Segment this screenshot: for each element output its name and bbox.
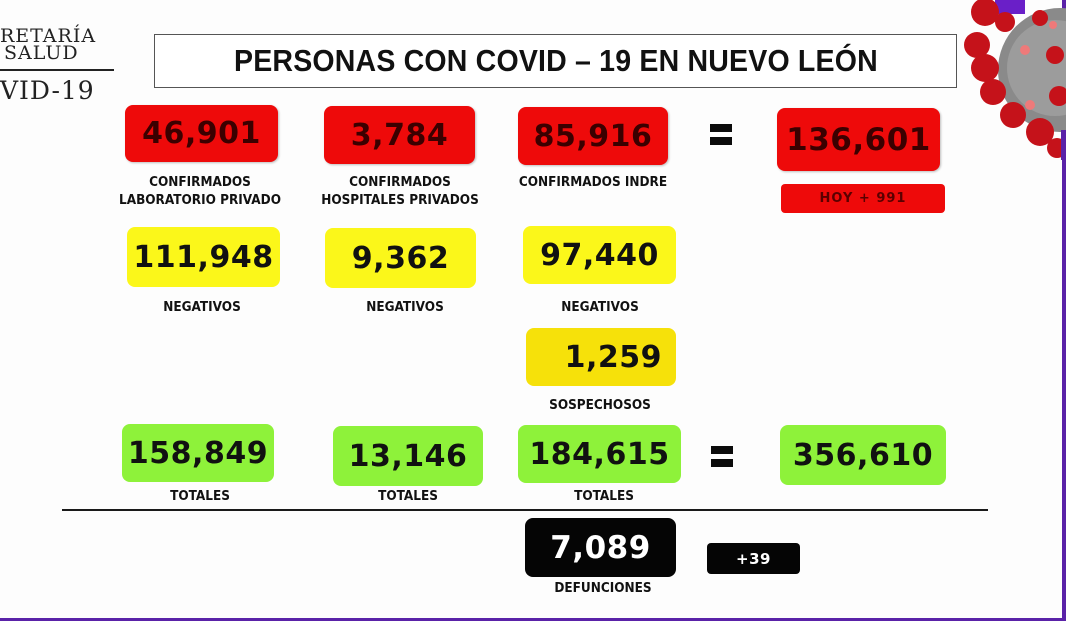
negatives-lab-private-value: 111,948 <box>127 227 280 287</box>
suspects-label: SOSPECHOSOS <box>549 398 651 413</box>
deaths-today-badge: +39 <box>707 543 800 574</box>
negatives-hospitals-private-label: NEGATIVOS <box>366 300 444 315</box>
confirmed-hospitals-private-label-1: CONFIRMADOS <box>349 175 451 190</box>
purple-frame-bottom <box>0 618 1066 621</box>
totals-indre-label: TOTALES <box>574 489 634 504</box>
confirmed-lab-private-value: 46,901 <box>125 105 278 162</box>
page-title-box: PERSONAS CON COVID – 19 EN NUEVO LEÓN <box>154 34 957 88</box>
negatives-indre-label: NEGATIVOS <box>561 300 639 315</box>
confirmed-total-value: 136,601 <box>777 108 940 171</box>
section-divider <box>62 509 988 511</box>
totals-indre-value: 184,615 <box>518 425 681 483</box>
logo-line-2: SALUD <box>4 42 79 64</box>
purple-frame-right <box>1062 0 1066 621</box>
deaths-label: DEFUNCIONES <box>554 581 652 596</box>
totals-hospitals-private-label: TOTALES <box>378 489 438 504</box>
deaths-value: 7,089 <box>525 518 676 577</box>
equals-sign-confirmed <box>710 124 732 146</box>
totals-lab-private-label: TOTALES <box>170 489 230 504</box>
suspects-value: 1,259 <box>526 328 676 386</box>
logo-rule <box>0 69 114 71</box>
equals-sign-totals <box>711 446 733 468</box>
totals-lab-private-value: 158,849 <box>122 424 274 482</box>
grand-total-value: 356,610 <box>780 425 946 485</box>
confirmed-hospitals-private-label-2: HOSPITALES PRIVADOS <box>321 193 479 208</box>
confirmed-hospitals-private-value: 3,784 <box>324 106 475 164</box>
logo-line-3: VID-19 <box>0 76 95 105</box>
confirmed-lab-private-label-2: LABORATORIO PRIVADO <box>119 193 281 208</box>
negatives-indre-value: 97,440 <box>523 226 676 284</box>
coronavirus-icon <box>964 0 1066 160</box>
confirmed-today-badge: HOY + 991 <box>781 184 945 213</box>
totals-hospitals-private-value: 13,146 <box>333 426 483 486</box>
logo-line-1: RETARÍA <box>0 25 97 47</box>
confirmed-indre-label: CONFIRMADOS INDRE <box>518 175 668 190</box>
confirmed-indre-value: 85,916 <box>518 107 668 165</box>
page-title: PERSONAS CON COVID – 19 EN NUEVO LEÓN <box>233 43 878 78</box>
negatives-lab-private-label: NEGATIVOS <box>163 300 241 315</box>
negatives-hospitals-private-value: 9,362 <box>325 228 476 288</box>
confirmed-lab-private-label-1: CONFIRMADOS <box>149 175 251 190</box>
